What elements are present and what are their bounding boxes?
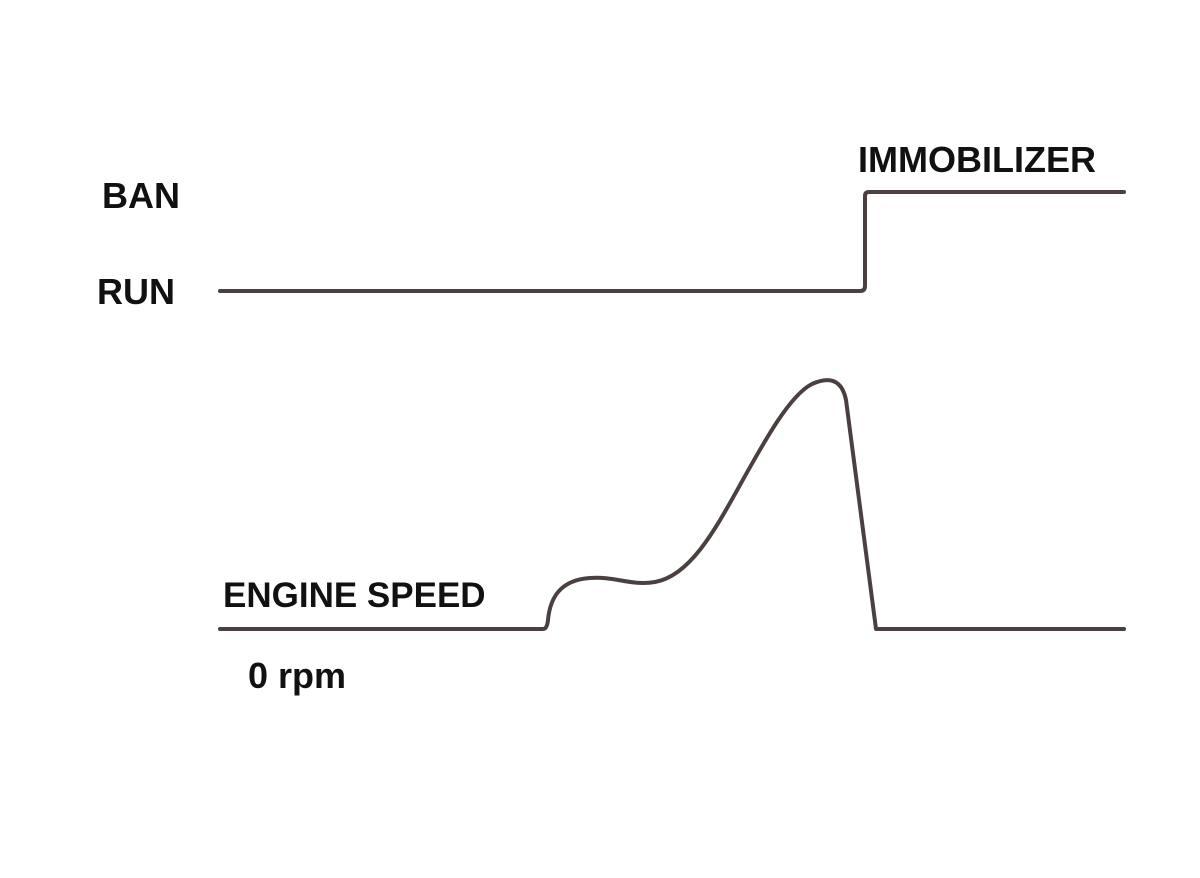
zero-rpm-label: 0 rpm bbox=[248, 655, 346, 696]
immobilizer-label: IMMOBILIZER bbox=[858, 139, 1096, 180]
run-label: RUN bbox=[97, 271, 175, 312]
ban-label: BAN bbox=[102, 175, 180, 216]
immobilizer-signal bbox=[218, 190, 1126, 293]
engine-speed-signal bbox=[218, 378, 1126, 631]
engine-speed-label: ENGINE SPEED bbox=[223, 576, 486, 615]
